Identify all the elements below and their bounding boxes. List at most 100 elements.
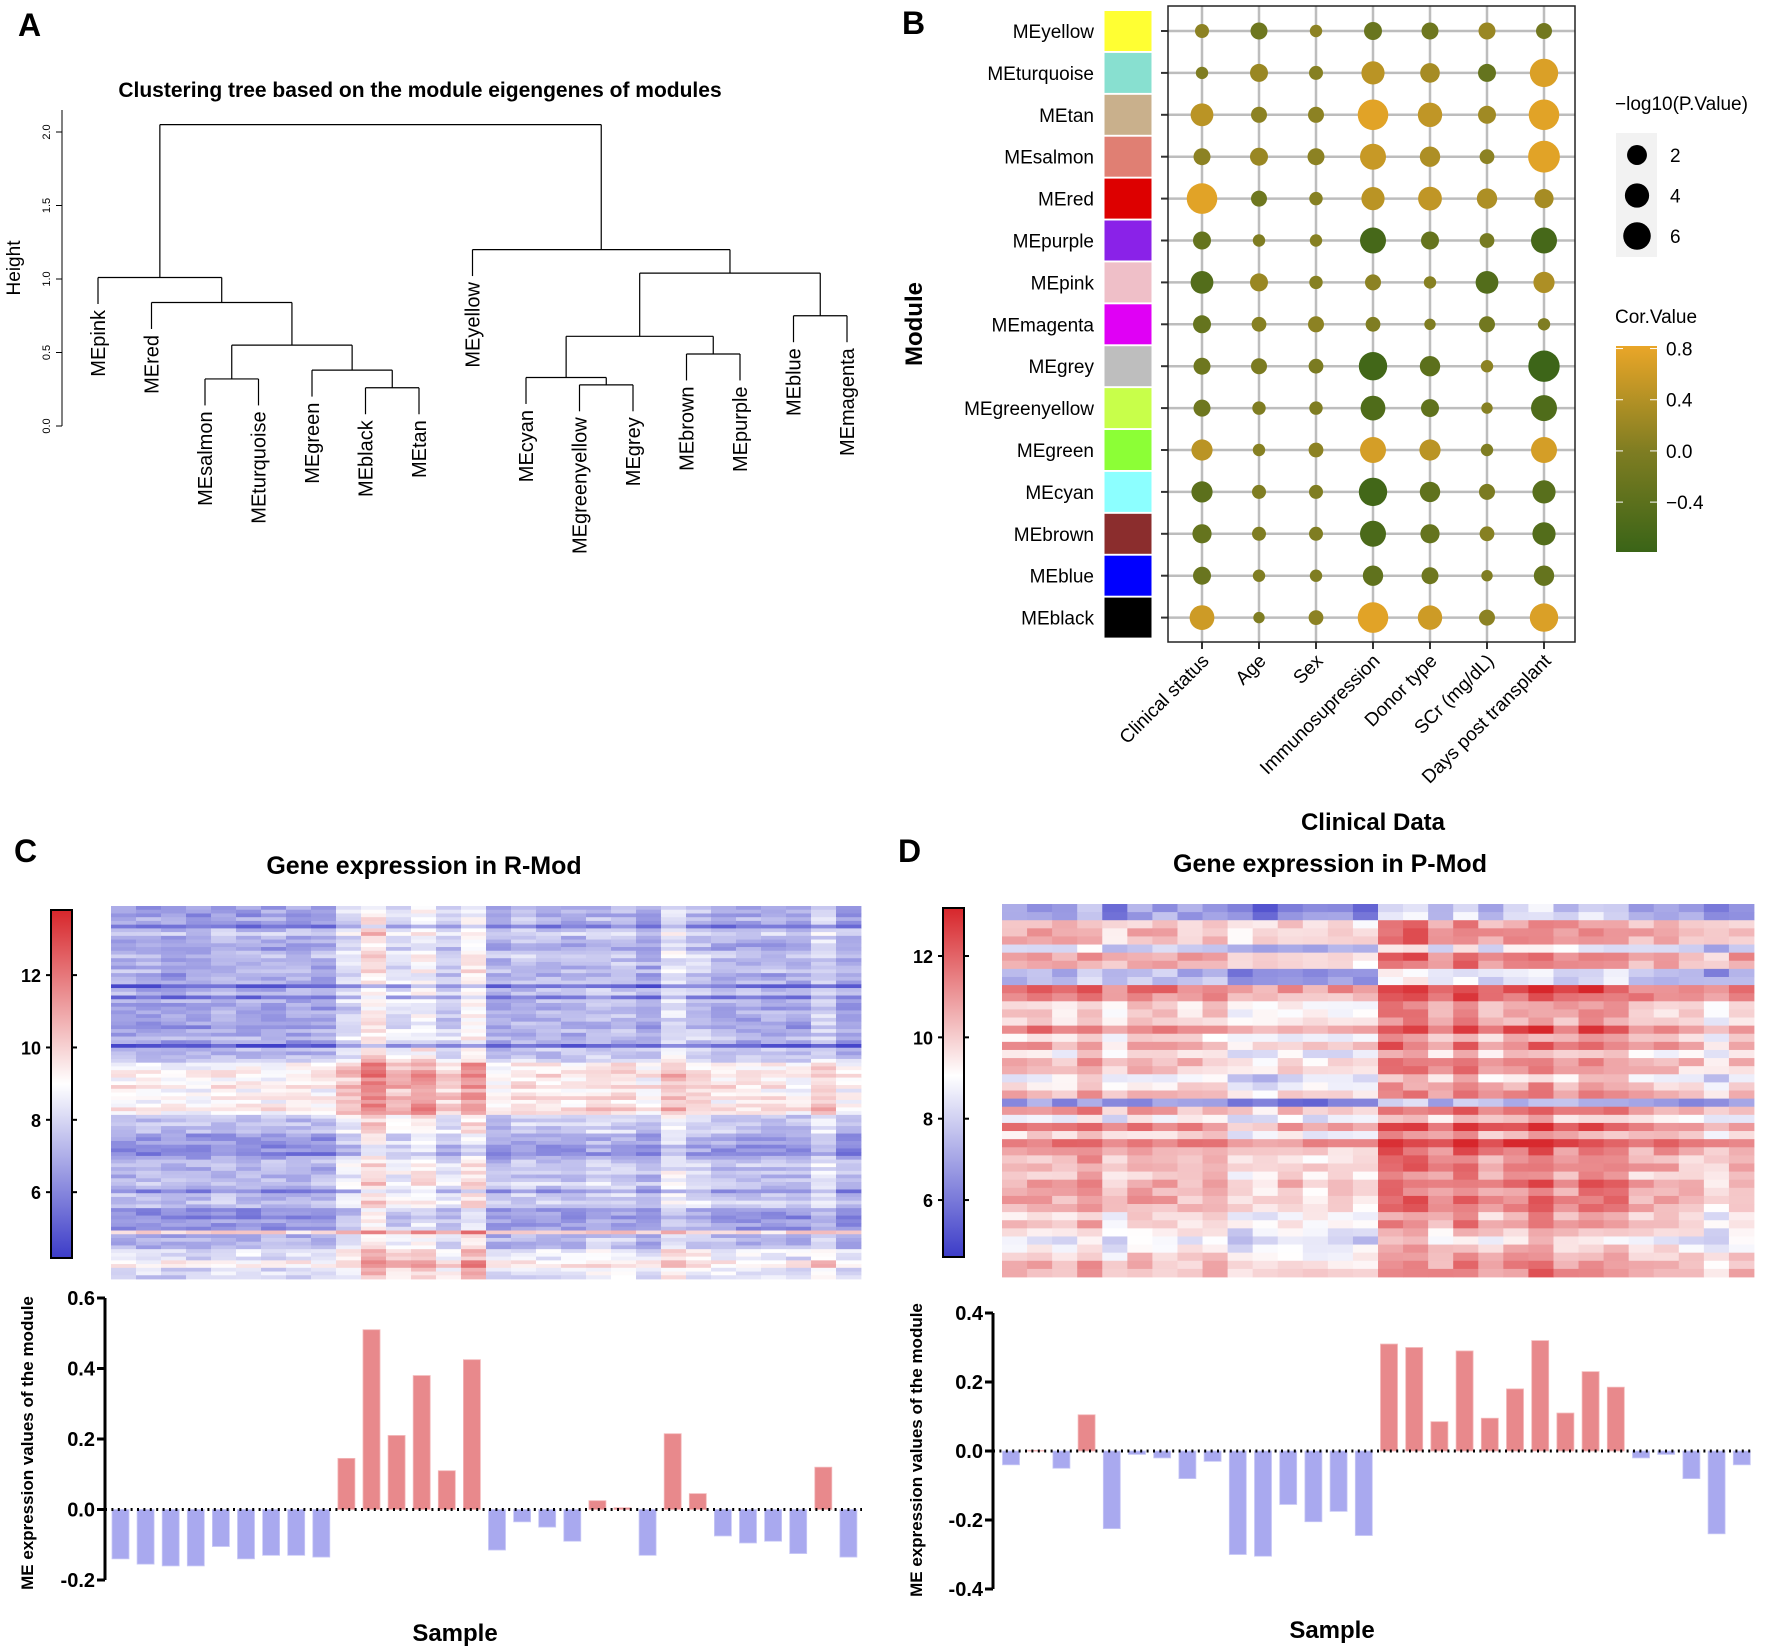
heatmap-cell xyxy=(386,939,412,944)
heatmap-cell xyxy=(336,1040,362,1045)
heatmap-cell xyxy=(1603,952,1630,962)
heatmap-cell xyxy=(336,1241,362,1246)
heatmap-cell xyxy=(786,1122,812,1127)
heatmap-cell xyxy=(1678,952,1705,962)
heatmap-cell xyxy=(761,1122,787,1127)
heatmap-cell xyxy=(1478,1195,1504,1205)
heatmap-cell xyxy=(136,1148,162,1153)
heatmap-cell xyxy=(786,1055,812,1060)
module-color-swatch xyxy=(1103,596,1153,639)
heatmap-cell xyxy=(1603,976,1630,986)
heatmap-cell xyxy=(361,1159,387,1164)
leaf-label: MEturquoise xyxy=(249,411,271,523)
heatmap-cell xyxy=(1252,904,1279,913)
heatmap-cell xyxy=(1177,904,1203,913)
heatmap-cell xyxy=(311,1025,337,1030)
heatmap-cell xyxy=(811,1066,837,1071)
heatmap-cell xyxy=(586,988,612,993)
heatmap-cell xyxy=(211,1260,237,1265)
correlation-dot xyxy=(1478,22,1496,40)
heatmap-cell xyxy=(436,1058,462,1064)
heatmap-cell xyxy=(386,1032,412,1037)
heatmap-cell xyxy=(136,1275,162,1280)
heatmap-cell xyxy=(736,1107,762,1112)
heatmap-cell xyxy=(1578,928,1604,937)
heatmap-cell xyxy=(1453,1139,1479,1148)
heatmap-cell xyxy=(1603,912,1630,921)
heatmap-cell xyxy=(311,1267,337,1272)
heatmap-cell xyxy=(1453,1260,1479,1270)
heatmap-cell xyxy=(1327,936,1354,945)
heatmap-cell xyxy=(711,1010,737,1015)
heatmap-cell xyxy=(636,1267,662,1272)
heatmap-cell xyxy=(386,1111,412,1116)
heatmap-cell xyxy=(136,1223,162,1228)
heatmap-cell xyxy=(761,954,787,959)
heatmap-cell xyxy=(661,969,687,974)
heatmap-cell xyxy=(386,1021,412,1026)
heatmap-cell xyxy=(836,995,862,1000)
heatmap-cell xyxy=(486,950,512,955)
heatmap-cell xyxy=(1428,1009,1454,1018)
heatmap-cell xyxy=(1302,1163,1329,1172)
heatmap-cell xyxy=(1102,1098,1128,1108)
heatmap-cell xyxy=(1177,936,1203,945)
heatmap-cell xyxy=(586,991,612,996)
heatmap-cell xyxy=(336,928,362,933)
heatmap-cell xyxy=(661,1051,687,1056)
heatmap-cell xyxy=(386,1170,412,1175)
heatmap-cell xyxy=(136,939,162,944)
heatmap-cell xyxy=(511,932,537,937)
heatmap-cell xyxy=(486,1047,512,1052)
heatmap-cell xyxy=(286,1140,312,1146)
heatmap-cell xyxy=(161,1260,187,1265)
heatmap-cell xyxy=(1152,1139,1178,1148)
heatmap-cell xyxy=(411,1029,437,1034)
heatmap-cell xyxy=(836,1215,862,1220)
heatmap-cell xyxy=(1202,1244,1228,1254)
heatmap-cell xyxy=(1177,928,1203,937)
heatmap-cell xyxy=(486,1111,512,1116)
heatmap-cell xyxy=(261,988,287,993)
heatmap-cell xyxy=(136,1126,162,1131)
heatmap-cell xyxy=(611,991,637,996)
heatmap-cell xyxy=(286,1148,312,1153)
heatmap-cell xyxy=(761,1137,787,1142)
heatmap-cell xyxy=(1352,1212,1379,1221)
heatmap-cell xyxy=(286,1096,312,1101)
correlation-dot xyxy=(1532,522,1556,546)
heatmap-cell xyxy=(336,1096,362,1101)
heatmap-cell xyxy=(1528,1122,1554,1132)
heatmap-cell xyxy=(1202,1033,1228,1043)
heatmap-cell xyxy=(161,1085,187,1090)
heatmap-cell xyxy=(1277,1260,1304,1270)
heatmap-cell xyxy=(1428,1236,1454,1245)
heatmap-cell xyxy=(811,950,837,955)
heatmap-cell xyxy=(661,1021,687,1026)
heatmap-cell xyxy=(1703,912,1730,921)
heatmap-cell xyxy=(111,1196,137,1202)
heatmap-cell xyxy=(1152,1187,1178,1197)
heatmap-cell xyxy=(1102,1252,1128,1262)
heatmap-cell xyxy=(111,1040,137,1045)
heatmap-cell xyxy=(1077,912,1103,921)
heatmap-cell xyxy=(386,1099,412,1105)
heatmap-cell xyxy=(236,1256,262,1261)
heatmap-cell xyxy=(561,1140,587,1146)
heatmap-cell xyxy=(136,1073,162,1078)
heatmap-cell xyxy=(1302,1074,1329,1083)
heatmap-cell xyxy=(1553,1049,1579,1059)
heatmap-cell xyxy=(661,1260,687,1265)
heatmap-cell xyxy=(1152,1106,1178,1116)
heatmap-cell xyxy=(461,1152,487,1157)
heatmap-cell xyxy=(761,1215,787,1220)
heatmap-cell xyxy=(261,1036,287,1041)
heatmap-cell xyxy=(1453,1212,1479,1221)
bar xyxy=(739,1509,757,1544)
heatmap-cell xyxy=(111,958,137,963)
heatmap-cell xyxy=(211,1215,237,1220)
heatmap-cell xyxy=(711,1271,737,1276)
heatmap-cell xyxy=(286,943,312,948)
heatmap-cell xyxy=(836,954,862,959)
heatmap-cell xyxy=(1052,936,1078,945)
